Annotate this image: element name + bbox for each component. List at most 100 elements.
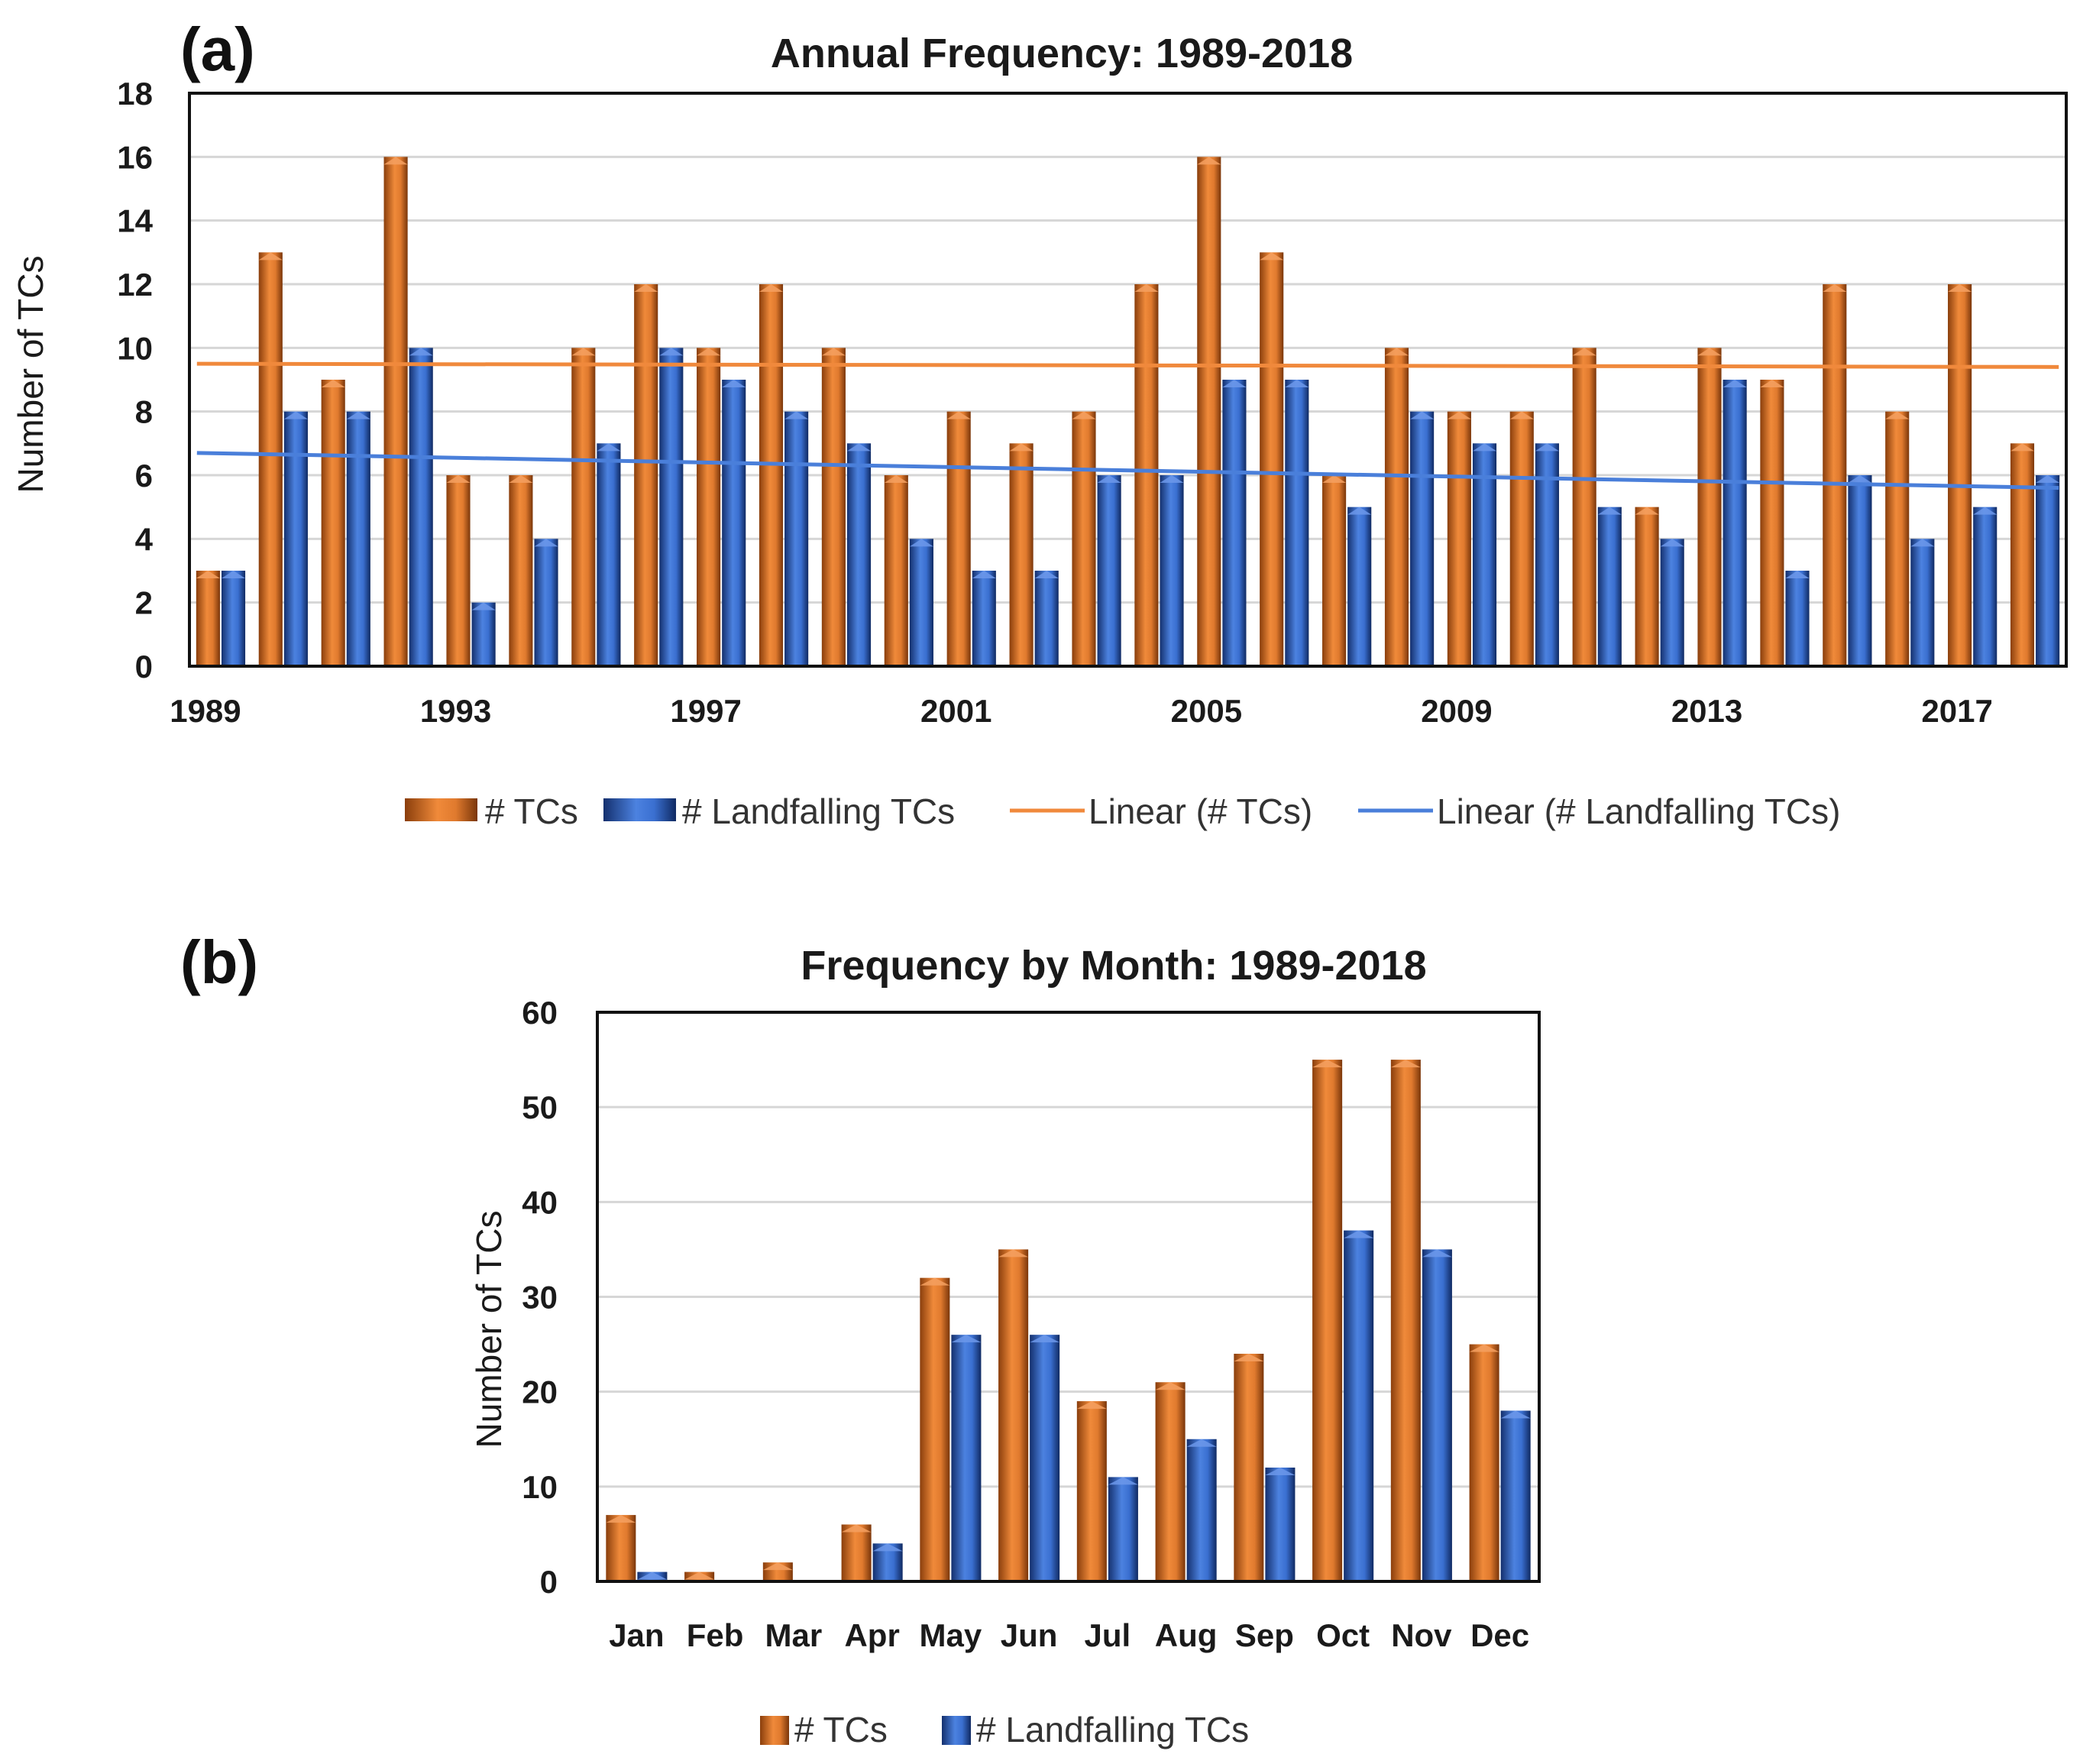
bar-b-tcs-Aug-body [1155, 1382, 1186, 1581]
x-tick-b-Aug: Aug [1155, 1617, 1218, 1653]
bar-a-landfalling-2008-body [1410, 411, 1435, 666]
y-tick-a-10: 10 [117, 330, 153, 366]
bar-a-tcs-1995 [571, 348, 596, 666]
x-tick-a-2013: 2013 [1671, 693, 1742, 729]
bar-a-landfalling-2007-cap [1347, 507, 1372, 515]
bar-a-landfalling-2014-cap [1785, 571, 1810, 578]
legend-b: # TCs # Landfalling TCs [760, 1710, 1249, 1749]
bar-a-tcs-1989-cap [196, 571, 220, 578]
bar-a-landfalling-1994 [534, 539, 558, 666]
x-tick-a-1989: 1989 [170, 693, 241, 729]
bar-a-tcs-2018-cap [2010, 443, 2035, 452]
bar-b-landfalling-Aug-body [1186, 1439, 1217, 1581]
bar-a-tcs-2018-body [2010, 443, 2035, 666]
bar-b-tcs-Feb-cap [684, 1571, 715, 1580]
bar-b-landfalling-Nov [1422, 1249, 1452, 1581]
bar-a-tcs-1993 [446, 475, 471, 666]
bar-a-landfalling-2010-cap [1535, 443, 1559, 452]
y-tick-b-20: 20 [522, 1374, 558, 1410]
bar-a-tcs-1996-cap [634, 284, 658, 292]
bar-a-landfalling-2000-cap [909, 539, 933, 547]
y-tick-a-2: 2 [135, 585, 153, 621]
bar-a-landfalling-2011-cap [1597, 507, 1622, 515]
bar-b-tcs-Sep-body [1234, 1354, 1264, 1581]
bar-a-landfalling-1994-cap [534, 539, 558, 547]
bar-a-tcs-2008 [1384, 348, 1409, 666]
x-tick-b-May: May [920, 1617, 982, 1653]
bar-a-tcs-2016-cap [1885, 411, 1910, 419]
bar-a-landfalling-1999-body [846, 443, 872, 666]
bar-b-landfalling-Oct [1344, 1230, 1374, 1581]
bar-a-landfalling-1994-body [534, 539, 558, 666]
bar-a-landfalling-2003-cap [1097, 475, 1121, 483]
bar-b-landfalling-Jan-cap [637, 1571, 668, 1580]
bar-a-landfalling-2006 [1285, 380, 1309, 666]
x-tick-b-Oct: Oct [1316, 1617, 1370, 1653]
y-tick-labels-b: 0 10 20 30 40 50 60 [522, 995, 558, 1600]
bar-b-landfalling-Aug [1186, 1439, 1217, 1581]
bar-a-tcs-2003-cap [1072, 411, 1096, 419]
bar-a-landfalling-1998-body [784, 411, 809, 666]
panel-label-a: (a) [180, 15, 255, 83]
bar-a-landfalling-2012 [1660, 539, 1684, 666]
legend-b-swatch-landfalling [942, 1716, 971, 1745]
bar-b-tcs-Dec-cap [1469, 1344, 1499, 1352]
legend-b-label-tcs: # TCs [794, 1710, 888, 1749]
bar-b-tcs-Dec-body [1469, 1344, 1499, 1581]
legend-b-label-landfalling: # Landfalling TCs [976, 1710, 1249, 1749]
bar-a-tcs-2011-body [1572, 348, 1596, 666]
y-tick-b-30: 30 [522, 1280, 558, 1316]
bar-b-tcs-Dec [1469, 1344, 1499, 1581]
bar-a-landfalling-1989-cap [221, 571, 246, 578]
gridlines-b [597, 1105, 1539, 1488]
bar-b-landfalling-Jun-cap [1030, 1335, 1060, 1343]
bar-a-tcs-2007-body [1322, 475, 1347, 666]
bar-a-tcs-2008-cap [1384, 348, 1409, 356]
gridlines-a [189, 155, 2066, 604]
bar-b-tcs-Jul-body [1076, 1401, 1107, 1581]
x-tick-a-2017: 2017 [1921, 693, 1992, 729]
bar-b-tcs-Mar [762, 1562, 793, 1581]
bar-a-tcs-2017-body [1948, 284, 1972, 666]
bar-a-tcs-2012-body [1635, 507, 1659, 666]
bar-a-landfalling-2017-cap [1973, 507, 1998, 515]
bar-b-landfalling-Jul-cap [1108, 1477, 1138, 1485]
bar-a-tcs-2014-body [1760, 380, 1784, 666]
bar-b-landfalling-Oct-body [1344, 1230, 1374, 1581]
bar-a-landfalling-1996-cap [659, 348, 684, 356]
trendlines-a [196, 361, 2059, 490]
bar-a-landfalling-1997-cap [722, 380, 746, 387]
bar-b-tcs-Jun-body [998, 1249, 1029, 1581]
bar-a-landfalling-1992 [409, 348, 433, 666]
legend-a-swatch-landfalling [603, 798, 676, 821]
bar-a-tcs-2013-cap [1697, 348, 1722, 356]
bar-a-tcs-2009-body [1447, 411, 1471, 666]
bar-a-tcs-2002 [1009, 443, 1034, 666]
bar-a-landfalling-1995-cap [597, 443, 621, 452]
y-tick-a-8: 8 [135, 394, 153, 430]
bar-a-landfalling-2018 [2036, 475, 2060, 666]
bar-a-landfalling-2016 [1910, 539, 1935, 666]
bar-a-tcs-2015-body [1823, 284, 1847, 666]
bar-a-tcs-2016-body [1885, 411, 1910, 666]
bar-b-landfalling-Oct-cap [1344, 1230, 1374, 1238]
bar-a-landfalling-2009 [1472, 443, 1497, 666]
bar-a-tcs-2008-body [1384, 348, 1409, 666]
bar-a-tcs-2003-body [1072, 411, 1096, 666]
y-tick-a-0: 0 [135, 649, 153, 685]
bar-a-landfalling-1991 [346, 411, 370, 666]
bar-a-landfalling-2004-cap [1160, 475, 1184, 483]
bar-a-tcs-2013-body [1697, 348, 1722, 666]
bar-a-tcs-2002-body [1009, 443, 1034, 666]
bar-b-tcs-Apr-cap [841, 1524, 872, 1533]
bar-a-landfalling-2015-body [1848, 475, 1872, 666]
bar-a-landfalling-2016-cap [1910, 539, 1935, 547]
bar-a-landfalling-2003 [1097, 475, 1121, 666]
bar-a-tcs-1996 [634, 284, 658, 666]
y-tick-b-0: 0 [540, 1564, 558, 1600]
bar-a-tcs-2011 [1572, 348, 1596, 666]
bar-b-landfalling-Aug-cap [1186, 1439, 1217, 1447]
bar-a-landfalling-2011-body [1597, 507, 1622, 666]
bar-a-tcs-1994-body [509, 475, 533, 666]
